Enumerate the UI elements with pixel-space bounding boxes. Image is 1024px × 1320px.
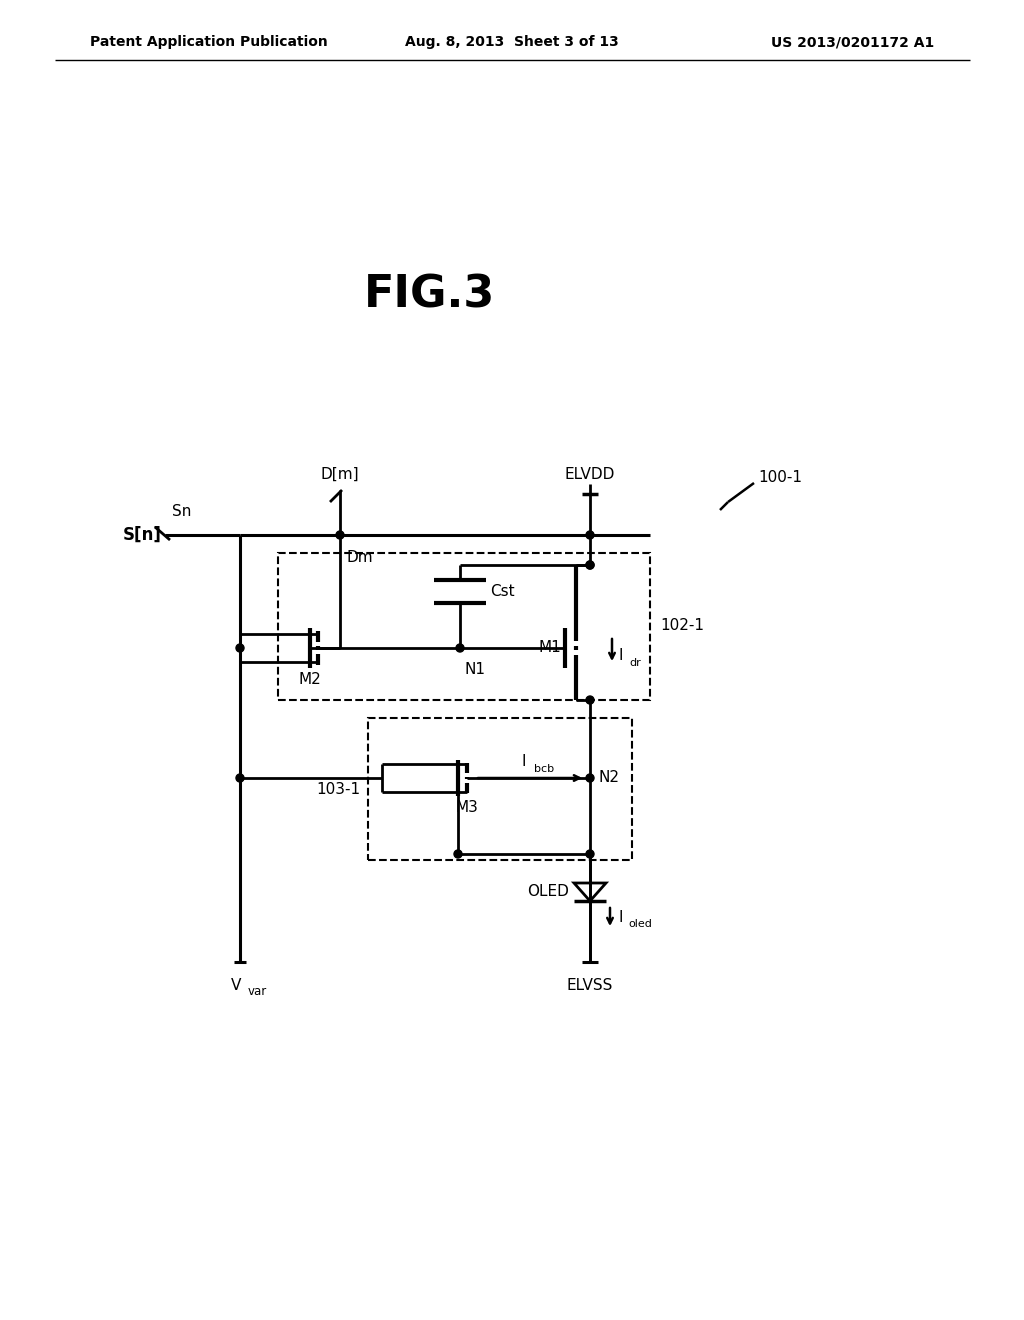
Text: var: var bbox=[248, 985, 267, 998]
Circle shape bbox=[586, 561, 594, 569]
Text: N1: N1 bbox=[465, 663, 486, 677]
Bar bbox=[368, 718, 632, 861]
Text: M2: M2 bbox=[299, 672, 322, 688]
Circle shape bbox=[336, 531, 344, 539]
Bar bbox=[278, 553, 650, 700]
Circle shape bbox=[586, 850, 594, 858]
Text: US 2013/0201172 A1: US 2013/0201172 A1 bbox=[771, 36, 934, 49]
Text: ELVSS: ELVSS bbox=[567, 978, 613, 993]
Text: M3: M3 bbox=[456, 800, 478, 816]
Text: I: I bbox=[618, 909, 623, 924]
Circle shape bbox=[236, 644, 244, 652]
Circle shape bbox=[454, 850, 462, 858]
Circle shape bbox=[586, 561, 594, 569]
Text: Sn: Sn bbox=[172, 504, 191, 519]
Text: N2: N2 bbox=[598, 771, 618, 785]
Text: I: I bbox=[618, 648, 624, 664]
Circle shape bbox=[236, 774, 244, 781]
Text: D[m]: D[m] bbox=[321, 467, 359, 482]
Text: OLED: OLED bbox=[527, 884, 569, 899]
Text: V: V bbox=[230, 978, 242, 993]
Text: 102-1: 102-1 bbox=[660, 619, 705, 634]
Text: Patent Application Publication: Patent Application Publication bbox=[90, 36, 328, 49]
Text: ELVDD: ELVDD bbox=[565, 467, 615, 482]
Text: I: I bbox=[522, 755, 526, 770]
Circle shape bbox=[456, 644, 464, 652]
Text: oled: oled bbox=[628, 919, 652, 929]
Circle shape bbox=[586, 696, 594, 704]
Text: dr: dr bbox=[629, 657, 641, 668]
Text: S[n]: S[n] bbox=[123, 525, 162, 544]
Text: Dm: Dm bbox=[347, 549, 374, 565]
Text: Aug. 8, 2013  Sheet 3 of 13: Aug. 8, 2013 Sheet 3 of 13 bbox=[406, 36, 618, 49]
Text: bcb: bcb bbox=[534, 764, 554, 774]
Text: 103-1: 103-1 bbox=[315, 781, 360, 796]
Text: 100-1: 100-1 bbox=[758, 470, 802, 486]
Circle shape bbox=[586, 531, 594, 539]
Circle shape bbox=[586, 774, 594, 781]
Text: M1: M1 bbox=[539, 640, 561, 656]
Text: Cst: Cst bbox=[490, 583, 515, 598]
Text: FIG.3: FIG.3 bbox=[365, 273, 496, 317]
